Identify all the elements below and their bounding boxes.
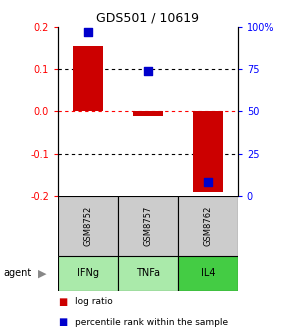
Text: GSM8752: GSM8752 [84,206,93,246]
Bar [58,256,118,291]
Text: ▶: ▶ [38,268,46,278]
Text: agent: agent [3,268,31,278]
Point [146,68,150,74]
Text: ■: ■ [58,297,67,307]
Bar [178,256,238,291]
Bar [58,196,118,256]
Title: GDS501 / 10619: GDS501 / 10619 [96,11,200,24]
Text: percentile rank within the sample: percentile rank within the sample [75,318,229,327]
Bar [118,256,178,291]
Text: TNFa: TNFa [136,268,160,278]
Text: ■: ■ [58,318,67,327]
Bar [133,111,163,116]
Bar [193,111,223,192]
Point [206,180,210,185]
Bar [73,46,103,111]
Point [86,29,90,35]
Text: log ratio: log ratio [75,297,113,306]
Bar [178,196,238,256]
Text: IL4: IL4 [201,268,215,278]
Text: GSM8757: GSM8757 [143,206,153,246]
Text: GSM8762: GSM8762 [203,206,212,246]
Bar [118,196,178,256]
Text: IFNg: IFNg [77,268,99,278]
